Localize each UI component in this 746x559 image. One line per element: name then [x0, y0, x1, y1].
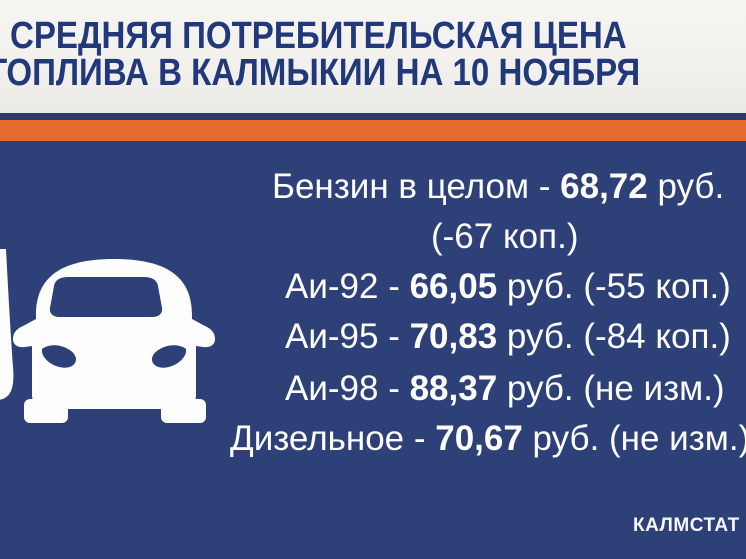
price-line-suffix: руб. (не изм.) — [497, 369, 725, 408]
price-line-label: Дизельное - — [230, 419, 436, 458]
title-line-1: СРЕДНЯЯ ПОТРЕБИТЕЛЬСКАЯ ЦЕНА — [10, 15, 627, 57]
price-line-label: Аи-92 - — [285, 267, 410, 306]
fuel-pump-partial-icon — [0, 249, 14, 400]
price-line-label: Аи-98 - — [285, 369, 410, 408]
price-line-suffix: руб. (-84 коп.) — [497, 317, 731, 356]
price-line-label: Аи-95 - — [285, 317, 410, 356]
price-line-label: (-67 коп.) — [431, 217, 579, 256]
price-line: Бензин в целом - 68,72 руб. — [272, 169, 724, 204]
price-value: 70,83 — [409, 317, 498, 356]
price-line: Дизельное - 70,67 руб. (не изм.) — [230, 421, 746, 456]
source-label: КАЛМСТАТ — [633, 515, 740, 536]
price-line-suffix: руб. — [647, 167, 725, 206]
header: СРЕДНЯЯ ПОТРЕБИТЕЛЬСКАЯ ЦЕНА ТОПЛИВА В К… — [0, 0, 746, 113]
navy-divider-bottom — [0, 141, 746, 145]
price-line-suffix: руб. (-55 коп.) — [497, 267, 731, 306]
price-line: Аи-98 - 88,37 руб. (не изм.) — [285, 371, 725, 406]
navy-divider-top — [0, 113, 746, 120]
price-line-label: Бензин в целом - — [272, 167, 561, 206]
price-line-suffix: руб. (не изм.) — [522, 419, 746, 458]
price-line: Аи-92 - 66,05 руб. (-55 коп.) — [285, 269, 731, 304]
orange-stripe — [0, 120, 746, 141]
title-line-2: ТОПЛИВА В КАЛМЫКИИ НА 10 НОЯБРЯ — [0, 52, 641, 94]
price-value: 68,72 — [560, 167, 648, 206]
price-line: (-67 коп.) — [431, 219, 578, 254]
price-value: 88,37 — [409, 369, 498, 408]
price-value: 66,05 — [409, 267, 498, 306]
car-icon — [13, 259, 215, 423]
price-value: 70,67 — [435, 419, 523, 458]
price-line: Аи-95 - 70,83 руб. (-84 коп.) — [285, 319, 731, 354]
